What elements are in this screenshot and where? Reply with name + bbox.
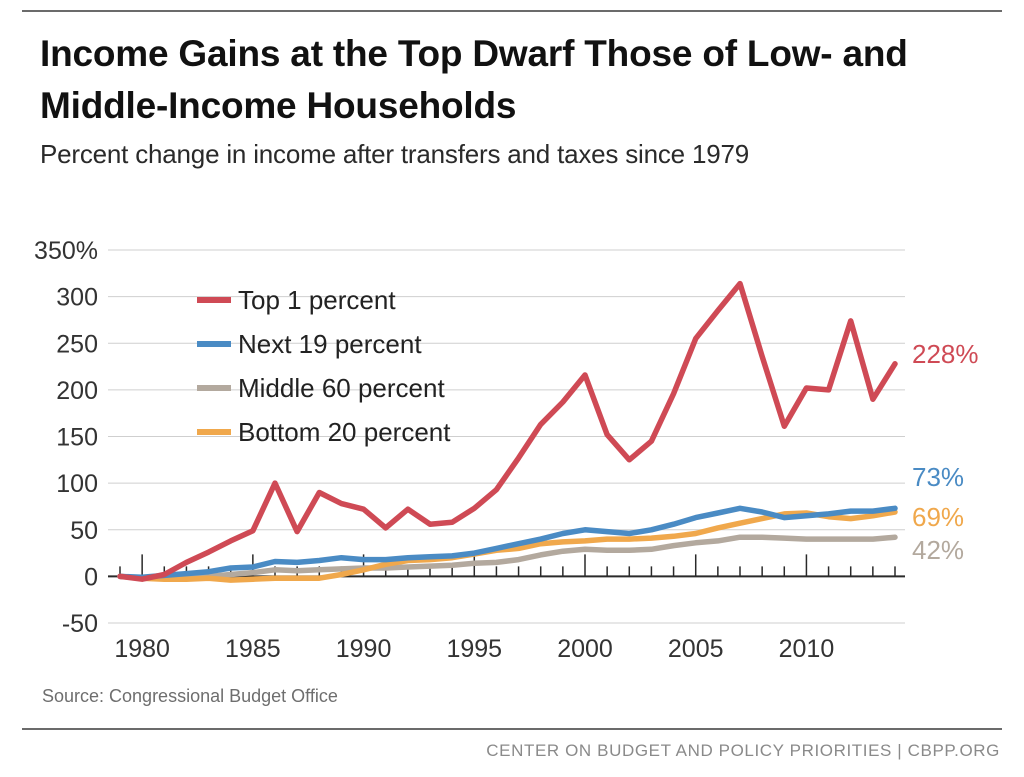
chart-area: -50 0 50 100 150 200 250 300 350% 1980 1985 1990 19… bbox=[34, 237, 979, 663]
y-tick-label: 200 bbox=[56, 377, 98, 405]
end-value-label: 69% bbox=[912, 502, 964, 532]
chart-title: Income Gains at the Top Dwarf Those of L… bbox=[40, 33, 908, 126]
end-value-label: 228% bbox=[912, 339, 979, 369]
series-line-bottom-20-percent bbox=[117, 509, 898, 583]
y-tick-label: 100 bbox=[56, 470, 98, 498]
end-value-label: 42% bbox=[912, 535, 964, 565]
x-tick-label: 2000 bbox=[557, 635, 613, 663]
x-tick-label: 2010 bbox=[779, 635, 835, 663]
end-value-labels: 228% 73% 42%69% bbox=[912, 339, 979, 565]
x-tick-label: 2005 bbox=[668, 635, 724, 663]
series-line-middle-60-percent bbox=[117, 534, 898, 581]
y-axis-tick-labels: -50 0 50 100 150 200 250 300 350% bbox=[34, 237, 98, 638]
y-tick-label: 0 bbox=[84, 563, 98, 591]
legend-label: Bottom 20 percent bbox=[238, 417, 451, 447]
x-tick-label: 1980 bbox=[114, 635, 170, 663]
legend-label: Top 1 percent bbox=[238, 285, 396, 315]
bottom-rule bbox=[22, 728, 1002, 730]
series-line-next-19-percent bbox=[117, 505, 898, 581]
series-line-top-1-percent bbox=[117, 280, 898, 582]
footer-credit: CENTER ON BUDGET AND POLICY PRIORITIES |… bbox=[486, 741, 1000, 760]
legend-label: Middle 60 percent bbox=[238, 373, 445, 403]
grid-lines bbox=[108, 249, 905, 624]
chart-subtitle: Percent change in income after transfers… bbox=[40, 139, 749, 169]
y-tick-label: 50 bbox=[70, 517, 98, 545]
x-tick-label: 1990 bbox=[336, 635, 392, 663]
series-lines bbox=[117, 280, 898, 583]
y-tick-label: 150 bbox=[56, 424, 98, 452]
y-tick-label: 300 bbox=[56, 284, 98, 312]
end-value-label: 73% bbox=[912, 462, 964, 492]
y-tick-label: 350% bbox=[34, 237, 98, 265]
legend: Top 1 percent Next 19 percent Middle 60 pe… bbox=[197, 285, 451, 447]
source-note: Source: Congressional Budget Office bbox=[42, 686, 338, 706]
y-tick-label: -50 bbox=[62, 610, 98, 638]
legend-label: Next 19 percent bbox=[238, 329, 422, 359]
top-rule bbox=[22, 10, 1002, 12]
x-tick-label: 1985 bbox=[225, 635, 281, 663]
x-tick-label: 1995 bbox=[446, 635, 502, 663]
y-tick-label: 250 bbox=[56, 330, 98, 358]
